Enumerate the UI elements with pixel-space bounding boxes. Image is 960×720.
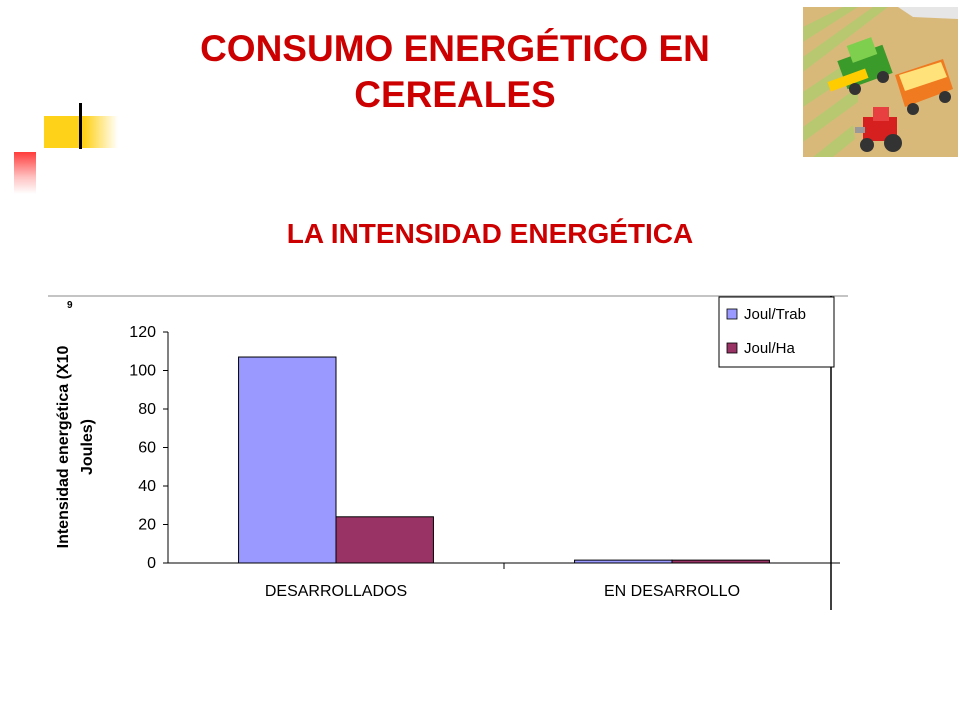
decorative-black-line (79, 103, 82, 149)
y-axis-title: Intensidad energética (X10 Joules) (55, 346, 96, 549)
bar-series1-cat1 (238, 356, 337, 564)
x-axis-labels: DESARROLLADOS EN DESARROLLO (265, 563, 740, 600)
y-axis-title-exponent: 9 (67, 300, 73, 311)
bar-series2-cat1 (335, 516, 434, 564)
y-tick-label: 100 (129, 363, 156, 380)
chart-heading: LA INTENSIDAD ENERGÉTICA (286, 218, 694, 249)
y-tick-label: 0 (147, 555, 156, 572)
slide-title: CONSUMO ENERGÉTICO EN CEREALES (120, 26, 790, 118)
bar-series2-cat2 (671, 559, 770, 564)
x-category-label: EN DESARROLLO (604, 583, 740, 600)
x-category-label: DESARROLLADOS (265, 583, 407, 600)
decorative-red-bar (14, 152, 36, 194)
bar-series1-cat2 (574, 559, 673, 564)
bar-chart: 0 20 40 60 80 100 120 DESARROLLADOS EN DESARROL… (48, 295, 848, 610)
legend-box (718, 296, 835, 368)
slide-title-line2: CEREALES (354, 74, 556, 115)
y-tick-label: 40 (138, 478, 156, 495)
y-tick-label: 120 (129, 324, 156, 341)
y-axis-title-line1: Intensidad energética (X10 (55, 346, 72, 549)
y-tick-label: 60 (138, 440, 156, 457)
harvester-tractor-clipart (803, 7, 958, 157)
legend: Joul/Trab Joul/Ha (718, 296, 835, 368)
legend-swatch-series2 (726, 342, 738, 354)
legend-label-series1: Joul/Trab (744, 306, 806, 323)
bars (238, 356, 770, 564)
slide-title-line1: CONSUMO ENERGÉTICO EN (200, 28, 710, 69)
legend-swatch-series1 (726, 308, 738, 320)
y-tick-label: 20 (138, 517, 156, 534)
legend-label-series2: Joul/Ha (744, 340, 796, 357)
y-axis-ticks: 0 20 40 60 80 100 120 (129, 324, 168, 572)
y-axis-title-line2: Joules) (79, 419, 96, 475)
y-tick-label: 80 (138, 401, 156, 418)
